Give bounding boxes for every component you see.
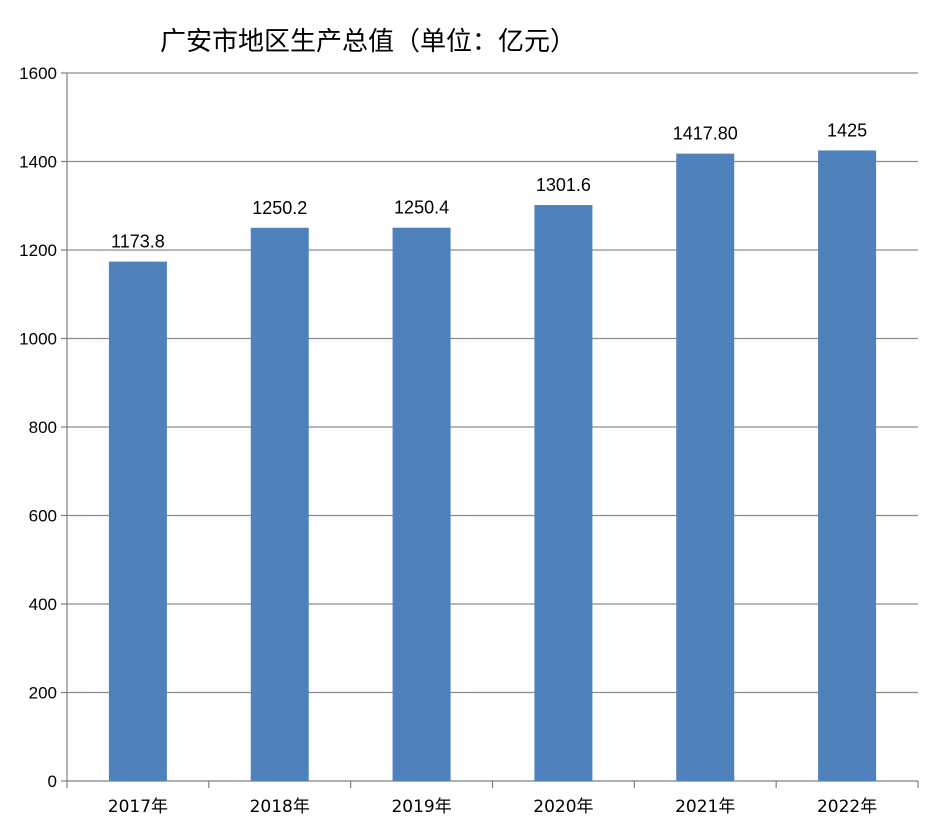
bar xyxy=(676,153,735,781)
x-tick-label: 2019年 xyxy=(391,797,451,817)
x-tick-label: 2022年 xyxy=(817,797,877,817)
x-tick-label: 2021年 xyxy=(675,797,735,817)
y-tick-label: 800 xyxy=(29,418,57,437)
bar xyxy=(818,150,877,781)
y-tick-label: 1200 xyxy=(19,241,57,260)
data-label: 1250.4 xyxy=(394,198,449,218)
bars xyxy=(108,150,877,782)
y-tick-label: 0 xyxy=(48,772,57,791)
data-labels: 1173.8 1250.2 1250.4 1301.6 1417.80 1425 xyxy=(111,120,867,251)
y-axis-ticks: 0 200 400 600 800 1000 1200 1400 1600 xyxy=(19,64,57,791)
y-tick-label: 600 xyxy=(29,507,57,526)
x-tick-label: 2017年 xyxy=(108,797,168,817)
data-label: 1425 xyxy=(827,120,867,140)
data-label: 1301.6 xyxy=(536,175,591,195)
axes xyxy=(61,72,919,788)
bar xyxy=(108,261,167,781)
x-tick-label: 2020年 xyxy=(533,797,593,817)
gridlines xyxy=(67,72,918,694)
bar xyxy=(392,227,451,781)
y-tick-label: 400 xyxy=(29,595,57,614)
y-tick-label: 200 xyxy=(29,684,57,703)
y-tick-label: 1000 xyxy=(19,330,57,349)
data-label: 1250.2 xyxy=(252,198,307,218)
chart-title: 广安市地区生产总值（单位：亿元） xyxy=(160,27,576,57)
bar xyxy=(534,205,593,782)
y-tick-label: 1400 xyxy=(19,153,57,172)
data-label: 1417.80 xyxy=(673,124,738,144)
data-label: 1173.8 xyxy=(111,232,165,252)
x-axis-ticks: 2017年 2018年 2019年 2020年 2021年 2022年 xyxy=(108,797,877,817)
x-tick-label: 2018年 xyxy=(250,797,310,817)
bar xyxy=(250,227,309,781)
y-tick-label: 1600 xyxy=(19,64,57,83)
